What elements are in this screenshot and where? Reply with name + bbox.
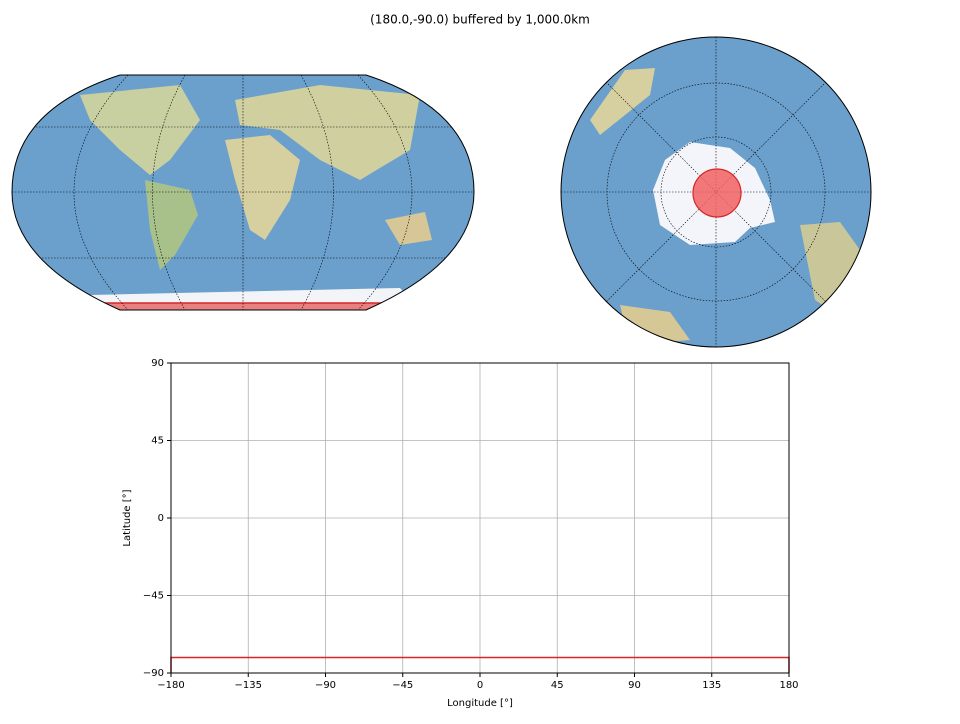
x-tick-label: 135	[702, 680, 721, 691]
x-tick-label: 0	[477, 680, 483, 691]
y-tick-label: −90	[143, 668, 164, 679]
y-tick-label: −45	[143, 591, 164, 602]
y-axis-label: Latitude [°]	[122, 489, 133, 546]
x-tick-label: −180	[157, 680, 184, 691]
y-tick-label: 0	[158, 513, 164, 524]
x-axis-label: Longitude [°]	[447, 698, 513, 709]
plot-frame	[170, 362, 790, 674]
polar-map	[560, 36, 872, 348]
x-tick-label: 180	[779, 680, 798, 691]
figure-title: (180.0,-90.0) buffered by 1,000.0km	[370, 13, 590, 27]
y-tick-label: 45	[151, 436, 164, 447]
x-tick-label: 45	[551, 680, 564, 691]
x-tick-label: 90	[628, 680, 641, 691]
x-tick-label: −135	[235, 680, 262, 691]
y-tick-label: 90	[151, 358, 164, 369]
x-tick-label: −90	[315, 680, 336, 691]
world-map	[11, 74, 475, 311]
x-tick-label: −45	[392, 680, 413, 691]
